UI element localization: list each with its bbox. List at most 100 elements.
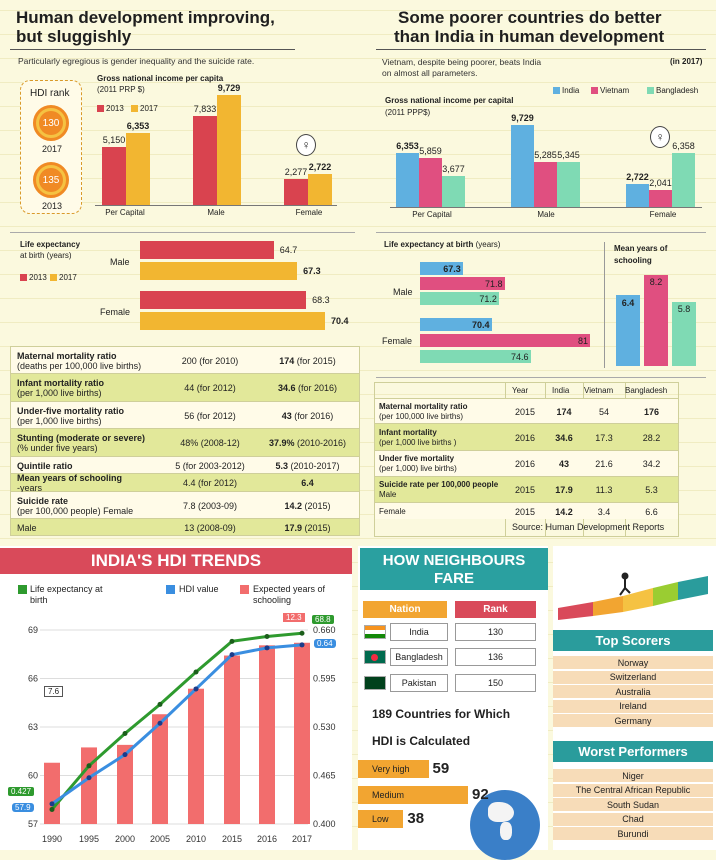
trend-x-tick: 2017 [292,834,312,844]
trend-label-school-start: 7.6 [44,686,64,697]
left-table-row: Maternal mortality ratio (deaths per 100,… [11,347,359,374]
left-table-2013: 48% (2008-12) [180,438,240,448]
rank-2013-badge: 135 [33,162,69,198]
right-gni-value: 9,729 [511,113,534,123]
trend-x-tick: 2005 [150,834,170,844]
left-table-2013: 56 (for 2012) [184,410,236,421]
left-table-2017: 34.6 (for 2016) [256,374,359,402]
right-table-row: Under five mortality (per 1,000) live bir… [375,450,678,476]
right-legend-bangladesh: Bangladesh [647,86,698,95]
left-table-2017: 37.9% (2010-2016) [256,429,359,457]
left-table-label: Stunting (moderate or severe) (% under fi… [17,429,177,457]
rank-2017-value: 130 [39,111,63,135]
right-table-year: 2015 [514,406,536,417]
left-gni-cat-1: Male [207,208,225,217]
trend-right-tick: 0.660 [313,625,336,635]
right-table-india: 174 [556,406,572,417]
schooling-title-1: Mean years of [614,244,668,253]
left-gni-cat-0: Per Capital [105,208,145,217]
right-life-value: 70.4 [471,320,490,330]
right-table-label-rest: Male [379,490,397,499]
left-gni-value: 7,833 [193,104,217,115]
rank-2013-value: 135 [39,168,63,192]
left-life-legend-2017: 2017 [50,273,77,282]
right-table-label-bold: Maternal mortality ratio [379,401,468,411]
right-gni-value: 5,345 [557,149,580,160]
left-table-2013: 7.8 (2003-09) [182,500,238,511]
worst-performer-item: South Sudan [553,798,713,812]
trend-school-bar [152,714,168,824]
right-table-year: 2015 [514,506,536,517]
trends-title: INDIA'S HDI TRENDS [0,548,352,574]
top-scorers-title: Top Scorers [553,630,713,651]
left-life-value: 67.3 [303,266,321,276]
trend-school-bar [224,655,240,824]
right-gni-bar [511,125,534,207]
right-table-vietnam: 54 [598,406,609,417]
right-gni-bar [419,157,442,207]
right-year-note: (in 2017) [670,57,703,66]
rt-header-bangladesh: Bangladesh [625,386,668,395]
right-gni-value: 2,041 [649,177,672,188]
hdi-group-bar: Very high [358,760,429,778]
left-table-label: Quintile ratio [17,457,177,474]
hdi-trend-chart: 69 66 63 60 57 0.660 0.595 0.530 0.465 0.400 1990 1… [28,625,336,844]
left-gni-bar [217,95,241,205]
left-table-2017-rest: (2010-2016) [294,438,347,448]
left-table-2017: 43 (for 2016) [256,402,359,429]
right-table-label: Infant mortality (per 1,000 live births ) [379,424,505,451]
right-table-label: Female [379,503,505,520]
left-table-label-bold: Under-five mortality ratio [17,405,125,416]
worst-performer-item: The Central African Republic [553,783,713,798]
schooling-bar [672,301,696,366]
trend-school-bar [81,747,97,824]
hdi-rank-label: HDI rank [30,88,70,99]
left-table-label: Mean years of schooling -years [17,473,177,493]
trend-life-point [157,701,163,707]
trend-school-bar [117,744,133,824]
countries-line1: 189 Countries for Which [372,707,511,721]
left-table-2017-rest: (for 2016) [291,410,334,421]
right-subtitle-line2: on almost all parameters. [382,68,478,78]
right-gni-axis [390,207,702,208]
trend-label-school-end: 12.3 [283,613,305,622]
right-gni-value: 2,722 [626,172,649,183]
trend-hdi-point [264,645,270,651]
nation-rank: 150 [455,674,536,692]
right-table-india: 17.9 [555,485,573,495]
left-table-2017-bold: 17.9 [284,522,302,533]
trend-life-point [49,806,55,812]
right-life-value: 71.8 [485,279,503,289]
left-title-line1: Human development improving, [16,8,275,27]
rank-2013-year: 2013 [42,201,63,211]
right-gni-cat-1: Male [537,210,555,219]
right-table-india: 34.6 [555,432,573,443]
left-table-2013: 44 (for 2012) [184,383,236,393]
left-table-2017-rest: (2015) [302,500,331,511]
nation-name: Bangladesh [390,648,448,666]
right-table-label-rest: Female [379,506,406,516]
right-legend-india: India [553,86,579,95]
right-table-label: Under five mortality (per 1,000) live bir… [379,451,505,477]
right-title-line1: Some poorer countries do better [398,8,662,27]
staircase-icon [558,572,708,620]
right-table-bangladesh: 5.3 [645,485,658,495]
right-table-row: Infant mortality (per 1,000 live births )… [375,423,678,450]
schooling-divider [604,242,605,368]
left-life-female-label: Female [100,307,131,317]
trend-hdi-point [122,752,128,758]
left-table-2017-rest: (for 2015) [294,355,336,366]
trend-left-tick: 69 [28,625,38,635]
hdi-group-value: 38 [407,810,425,827]
left-life-title: Life expectancy [20,240,81,249]
hdi-group-value: 59 [432,760,450,777]
right-gni-bar [396,153,419,207]
schooling-value: 5.8 [677,303,691,314]
left-life-male-label: Male [110,257,130,267]
left-life-value: 70.4 [331,316,349,326]
flag-disc [371,654,378,661]
trend-label-hdi-start: 57.9 [12,803,34,812]
left-gni-legend-2017: 2017 [131,104,158,113]
left-table-label-bold: Mean years of schooling [17,473,123,483]
right-life-value: 71.2 [479,294,497,304]
